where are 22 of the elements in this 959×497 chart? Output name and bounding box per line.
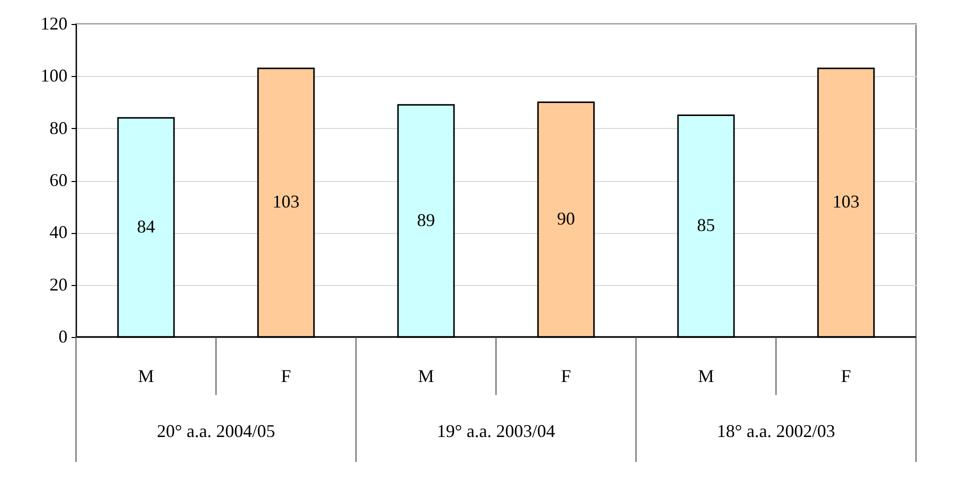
data-label: 90 [557, 208, 575, 229]
y-tick-label: 80 [50, 118, 68, 138]
text: 20° a.a. 2004/05 [156, 421, 276, 441]
y-tick-label: 60 [50, 170, 68, 190]
x-tick-label: F [280, 366, 292, 386]
data-label: 84 [137, 216, 155, 236]
x-tick-label: M [138, 366, 154, 386]
y-tick-label: 0 [58, 326, 68, 346]
y-tick-label: 20 [50, 274, 68, 294]
text: 19° a.a. 2003/04 [436, 421, 556, 441]
data-label: 85 [697, 215, 715, 236]
x-tick-label: F [560, 366, 572, 386]
data-label: 103 [272, 192, 300, 212]
x-tick-label: M [698, 366, 714, 386]
y-tick-label: 100 [40, 66, 68, 86]
x-tick-label: M [418, 366, 434, 386]
data-label: 103 [832, 192, 860, 212]
x-tick-label: F [840, 366, 852, 386]
y-tick-label: 120 [40, 14, 68, 34]
y-tick-label: 40 [50, 222, 68, 242]
data-label: 89 [417, 210, 435, 230]
text: 18° a.a. 2002/03 [716, 421, 836, 441]
